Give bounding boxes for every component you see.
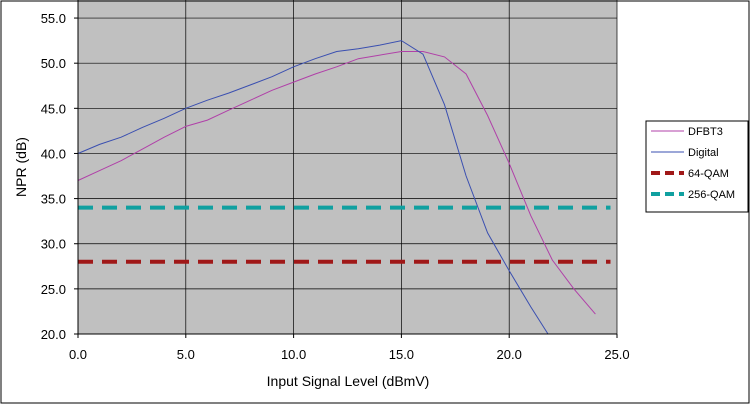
legend-label: Digital	[688, 147, 719, 159]
x-axis-title: Input Signal Level (dBmV)	[267, 373, 430, 389]
y-tick-label: 50.0	[41, 56, 66, 71]
x-tick-label: 10.0	[281, 347, 306, 362]
legend-label: 64-QAM	[688, 168, 729, 180]
y-axis-title: NPR (dB)	[13, 137, 29, 197]
y-tick-label: 30.0	[41, 237, 66, 252]
y-tick-label: 45.0	[41, 101, 66, 116]
y-tick-label: 40.0	[41, 146, 66, 161]
plot-area	[78, 0, 617, 334]
legend-label: 256-QAM	[688, 189, 735, 201]
legend: DFBT3 Digital 64-QAM 256-QAM	[645, 120, 749, 213]
x-tick-label: 25.0	[604, 347, 629, 362]
y-tick-label: 55.0	[41, 11, 66, 26]
series-digital-line	[77, 40, 549, 335]
x-tick-labels: 0.0 5.0 10.0 15.0 20.0 25.0	[69, 334, 630, 362]
legend-label: DFBT3	[688, 126, 723, 138]
x-tick-label: 5.0	[177, 347, 195, 362]
series-dfbt3-line	[77, 51, 596, 315]
x-tick-label: 15.0	[389, 347, 414, 362]
y-tick-label: 35.0	[41, 192, 66, 207]
y-tick-label: 25.0	[41, 282, 66, 297]
y-tick-label: 20.0	[41, 327, 66, 342]
y-tick-labels: 20.0 25.0 30.0 35.0 40.0 45.0 50.0 55.0	[41, 11, 78, 342]
x-tick-label: 20.0	[497, 347, 522, 362]
series-layer	[77, 40, 611, 335]
x-tick-label: 0.0	[69, 347, 87, 362]
legend-box	[645, 120, 749, 213]
